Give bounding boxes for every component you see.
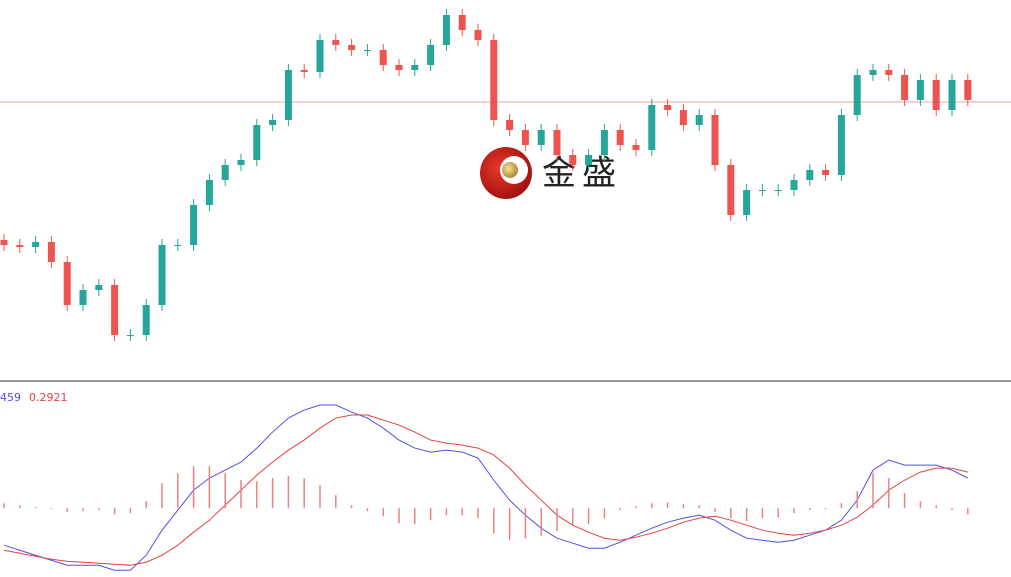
candle-body bbox=[758, 190, 766, 191]
candle-body bbox=[205, 180, 213, 205]
candle-body bbox=[332, 40, 340, 45]
candle-body bbox=[174, 245, 182, 246]
candle-body bbox=[632, 145, 640, 150]
candle-body bbox=[47, 242, 55, 262]
candle-body bbox=[790, 180, 798, 190]
candle-body bbox=[379, 50, 387, 65]
candle-body bbox=[158, 245, 166, 305]
candle-body bbox=[16, 245, 24, 247]
candle-body bbox=[126, 335, 134, 336]
candle-body bbox=[284, 70, 292, 120]
logo-text: 金盛 bbox=[542, 154, 622, 194]
candle-body bbox=[348, 45, 356, 50]
candle-body bbox=[190, 205, 198, 245]
candle-body bbox=[948, 80, 956, 110]
candle-body bbox=[458, 15, 466, 30]
candle-body bbox=[853, 75, 861, 115]
candle-body bbox=[442, 15, 450, 45]
candle-body bbox=[0, 240, 8, 245]
candle-body bbox=[869, 70, 877, 75]
candle-body bbox=[743, 190, 751, 215]
candle-body bbox=[664, 105, 672, 110]
candle-body bbox=[901, 75, 909, 100]
candle-body bbox=[932, 80, 940, 110]
candle-body bbox=[537, 130, 545, 145]
candle-body bbox=[300, 70, 308, 72]
candle-body bbox=[885, 70, 893, 75]
candle-body bbox=[63, 262, 71, 305]
candle-body bbox=[111, 285, 119, 335]
candle-body bbox=[916, 80, 924, 100]
candle-body bbox=[79, 290, 87, 305]
candle-body bbox=[553, 130, 561, 155]
candle-body bbox=[95, 285, 103, 290]
indicator-label: 0.2921 bbox=[29, 391, 68, 404]
candle-body bbox=[427, 45, 435, 65]
macd-line bbox=[3, 414, 968, 566]
candle-body bbox=[822, 170, 830, 175]
logo: 金盛 bbox=[480, 147, 622, 199]
candle-body bbox=[616, 130, 624, 145]
candle-body bbox=[569, 155, 577, 165]
candle-body bbox=[585, 155, 593, 165]
indicator-label: 459 bbox=[0, 391, 21, 404]
candle-body bbox=[363, 50, 371, 51]
candle-body bbox=[221, 165, 229, 180]
candle-body bbox=[679, 110, 687, 125]
candle-body bbox=[506, 120, 514, 130]
candle-body bbox=[269, 120, 277, 125]
candle-body bbox=[964, 80, 972, 100]
candle-body bbox=[395, 65, 403, 70]
candle-body bbox=[837, 115, 845, 175]
candle-body bbox=[774, 190, 782, 191]
candle-body bbox=[521, 130, 529, 145]
macd-line bbox=[3, 404, 969, 571]
candle-body bbox=[142, 305, 150, 335]
candle-body bbox=[411, 65, 419, 70]
candle-body bbox=[600, 130, 608, 155]
candle-body bbox=[695, 115, 703, 125]
candle-body bbox=[727, 165, 735, 215]
candle-body bbox=[806, 170, 814, 180]
logo-mark bbox=[502, 162, 518, 178]
candle-body bbox=[711, 115, 719, 165]
candle-body bbox=[490, 40, 498, 120]
candle-body bbox=[474, 30, 482, 40]
candle-body bbox=[253, 125, 261, 160]
candle-body bbox=[316, 40, 324, 72]
candle-body bbox=[32, 242, 40, 247]
candle-body bbox=[648, 105, 656, 150]
candle-body bbox=[237, 160, 245, 165]
